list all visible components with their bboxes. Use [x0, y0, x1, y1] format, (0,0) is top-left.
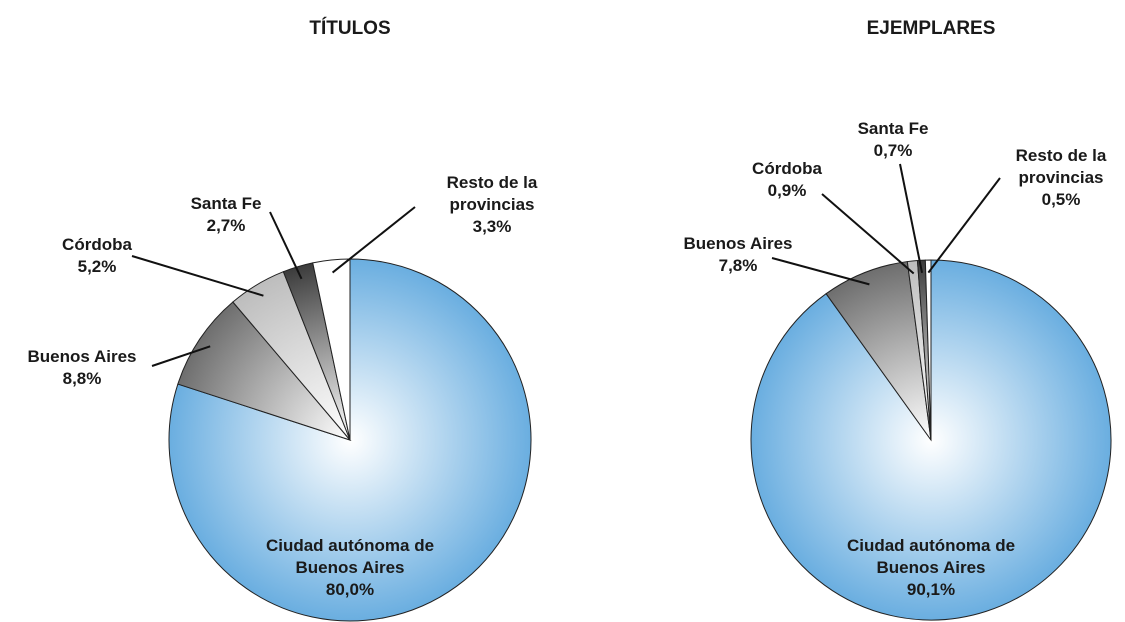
leader-line	[927, 177, 1001, 274]
leader-line	[331, 206, 416, 274]
category-label: Buenos Aires	[683, 234, 793, 253]
value-label: 3,3%	[472, 217, 512, 236]
value-label: 7,8%	[718, 256, 758, 275]
category-label: Córdoba	[752, 159, 822, 178]
value-label: 8,8%	[62, 369, 102, 388]
value-label: 90,1%	[906, 580, 956, 599]
value-label: 80,0%	[325, 580, 375, 599]
leader-line	[771, 257, 870, 286]
leader-line	[131, 255, 264, 297]
category-label: Santa Fe	[857, 119, 929, 138]
slice-label: Córdoba 5,2%	[37, 234, 157, 278]
chart-title: TÍTULOS	[309, 18, 391, 39]
category-label: Ciudad autónoma de Buenos Aires	[846, 536, 1016, 577]
category-label: Resto de la provincias	[1015, 146, 1107, 187]
slice-label: Resto de la provincias 0,5%	[996, 145, 1125, 211]
leader-line	[821, 193, 915, 275]
slice-label: Santa Fe 2,7%	[171, 193, 281, 237]
leader-line	[151, 345, 211, 367]
chart-title: EJEMPLARES	[866, 18, 996, 39]
slice-label: Santa Fe 0,7%	[838, 118, 948, 162]
pie-slice	[168, 258, 532, 622]
category-label: Córdoba	[62, 235, 132, 254]
category-label: Ciudad autónoma de Buenos Aires	[265, 536, 435, 577]
value-label: 0,5%	[1041, 190, 1081, 209]
leader-line	[899, 163, 924, 274]
slice-label: Ciudad autónoma de Buenos Aires 90,1%	[846, 535, 1016, 601]
value-label: 0,7%	[873, 141, 913, 160]
pie-slice	[177, 301, 352, 442]
category-label: Santa Fe	[190, 194, 262, 213]
category-label: Buenos Aires	[27, 347, 137, 366]
slice-label: Buenos Aires 8,8%	[12, 346, 152, 390]
slice-label: Resto de la provincias 3,3%	[427, 172, 557, 238]
slice-label: Ciudad autónoma de Buenos Aires 80,0%	[265, 535, 435, 601]
value-label: 2,7%	[206, 216, 246, 235]
value-label: 0,9%	[767, 181, 807, 200]
leader-line	[269, 211, 303, 280]
value-label: 5,2%	[77, 257, 117, 276]
category-label: Resto de la provincias	[446, 173, 538, 214]
slice-label: Buenos Aires 7,8%	[668, 233, 808, 277]
slice-label: Córdoba 0,9%	[727, 158, 847, 202]
pie-slice	[924, 259, 932, 441]
